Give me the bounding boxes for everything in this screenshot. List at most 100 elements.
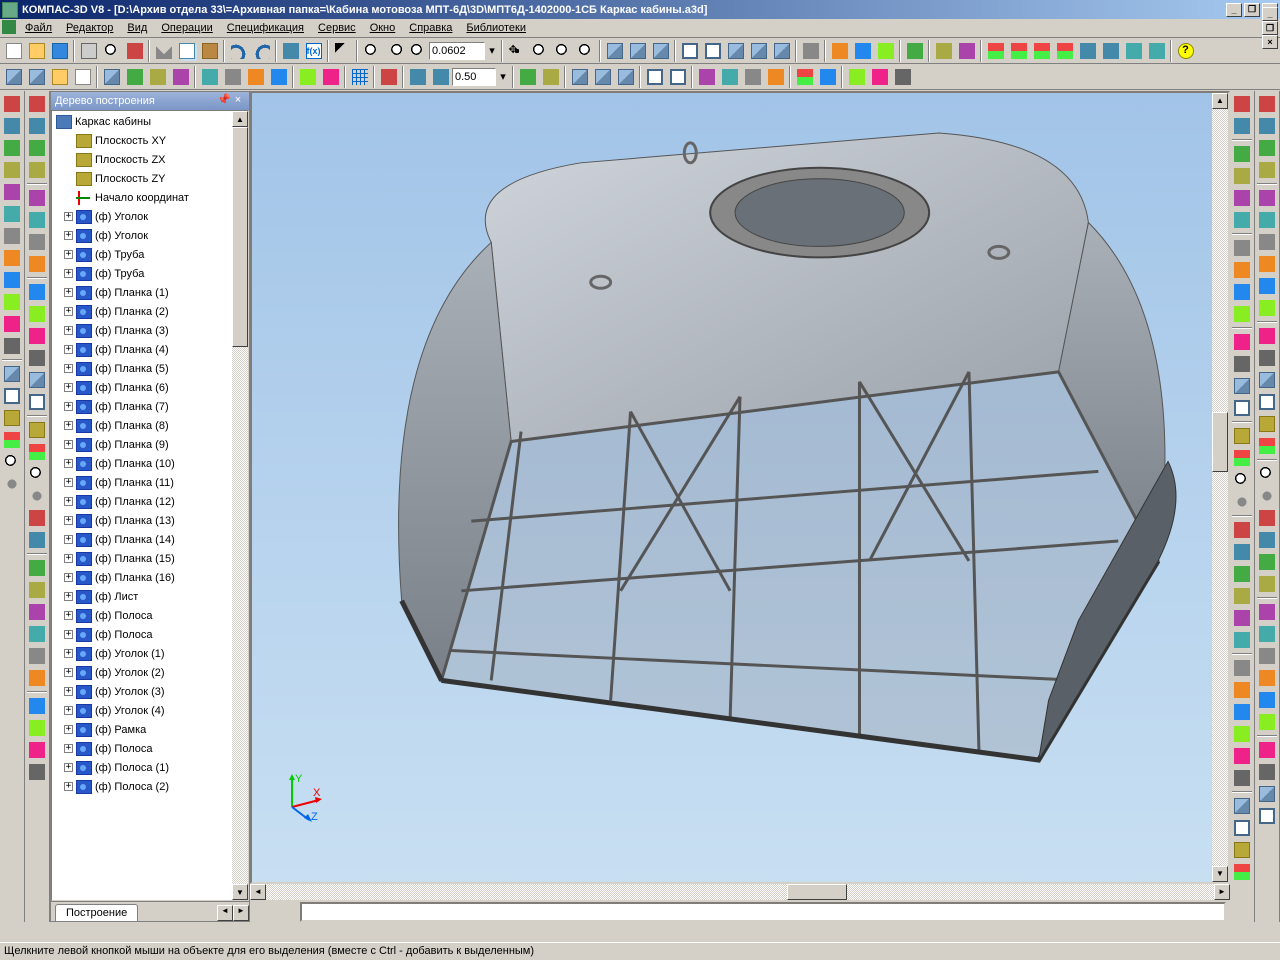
vtool-vtb3-12[interactable]: [1230, 375, 1253, 397]
dim-h-button[interactable]: [406, 66, 429, 88]
shade-wire-button[interactable]: [678, 40, 701, 62]
vtool-vtb4-17[interactable]: [1255, 485, 1278, 507]
op14-button[interactable]: [891, 66, 914, 88]
vtool-vtb2-0[interactable]: [25, 93, 48, 115]
vtool-vtb2-15[interactable]: [25, 441, 48, 463]
tree-node-part[interactable]: +(ф) Лист: [54, 587, 248, 606]
vtool-vtb3-15[interactable]: [1230, 447, 1253, 469]
save-button[interactable]: [48, 40, 71, 62]
vtool-vtb3-29[interactable]: [1230, 767, 1253, 789]
pattern-button[interactable]: [296, 66, 319, 88]
preview-button[interactable]: [100, 40, 123, 62]
vtool-vtb3-17[interactable]: [1230, 491, 1253, 513]
snap5-button[interactable]: [1076, 40, 1099, 62]
constraint1-button[interactable]: [516, 66, 539, 88]
vtool-vtb1-11[interactable]: [0, 335, 23, 357]
tree-scrollbar[interactable]: ▲ ▼: [232, 111, 248, 900]
view-top-button[interactable]: [649, 40, 672, 62]
expand-icon[interactable]: +: [64, 459, 73, 468]
vtool-vtb1-6[interactable]: [0, 225, 23, 247]
op1-button[interactable]: [568, 66, 591, 88]
scale-dropdown[interactable]: ▾: [485, 40, 499, 62]
vtool-vtb3-2[interactable]: [1230, 143, 1253, 165]
expand-icon[interactable]: +: [64, 573, 73, 582]
expand-icon[interactable]: +: [64, 497, 73, 506]
dim-v-button[interactable]: [429, 66, 452, 88]
document-icon[interactable]: [2, 20, 16, 34]
vtool-vtb4-18[interactable]: [1255, 507, 1278, 529]
vtool-vtb3-18[interactable]: [1230, 519, 1253, 541]
expand-icon[interactable]: +: [64, 516, 73, 525]
vtool-vtb4-24[interactable]: [1255, 645, 1278, 667]
expand-icon[interactable]: +: [64, 535, 73, 544]
expand-icon[interactable]: +: [64, 706, 73, 715]
expand-icon[interactable]: +: [64, 649, 73, 658]
vtool-vtb2-18[interactable]: [25, 507, 48, 529]
spec-button[interactable]: [123, 40, 146, 62]
tool-a-button[interactable]: [932, 40, 955, 62]
tree-node-part[interactable]: +(ф) Планка (6): [54, 378, 248, 397]
tree-tab-build[interactable]: Построение: [55, 904, 138, 921]
step-dropdown[interactable]: ▾: [496, 66, 510, 88]
vtool-vtb4-13[interactable]: [1255, 391, 1278, 413]
tree-pin-button[interactable]: 📌: [217, 94, 231, 108]
vtool-vtb2-27[interactable]: [25, 717, 48, 739]
vtool-vtb2-2[interactable]: [25, 137, 48, 159]
vtool-vtb4-28[interactable]: [1255, 739, 1278, 761]
paste-button[interactable]: [198, 40, 221, 62]
vtool-vtb2-11[interactable]: [25, 347, 48, 369]
vtool-vtb3-11[interactable]: [1230, 353, 1253, 375]
snap7-button[interactable]: [1122, 40, 1145, 62]
menu-operations[interactable]: Операции: [154, 20, 219, 36]
vtool-vtb2-9[interactable]: [25, 303, 48, 325]
vtool-vtb1-8[interactable]: [0, 269, 23, 291]
hscroll-right-button[interactable]: ►: [1214, 884, 1230, 900]
vtool-vtb4-3[interactable]: [1255, 159, 1278, 181]
expand-icon[interactable]: +: [64, 725, 73, 734]
doc-close-button[interactable]: ×: [1262, 35, 1278, 49]
vtool-vtb4-21[interactable]: [1255, 573, 1278, 595]
tree-node-plane[interactable]: Плоскость XY: [54, 131, 248, 150]
rebuild-button[interactable]: [903, 40, 926, 62]
tree-node-part[interactable]: +(ф) Планка (9): [54, 435, 248, 454]
snap1-button[interactable]: [984, 40, 1007, 62]
menu-help[interactable]: Справка: [402, 20, 459, 36]
vtool-vtb1-9[interactable]: [0, 291, 23, 313]
op3-button[interactable]: [614, 66, 637, 88]
menu-libraries[interactable]: Библиотеки: [459, 20, 533, 36]
vtool-vtb3-24[interactable]: [1230, 657, 1253, 679]
vtool-vtb4-10[interactable]: [1255, 325, 1278, 347]
vtool-vtb1-12[interactable]: [0, 363, 23, 385]
vtool-vtb2-3[interactable]: [25, 159, 48, 181]
tree-node-part[interactable]: +(ф) Планка (1): [54, 283, 248, 302]
menu-spec[interactable]: Спецификация: [220, 20, 311, 36]
vtool-vtb1-14[interactable]: [0, 407, 23, 429]
vtool-vtb4-12[interactable]: [1255, 369, 1278, 391]
tree-node-part[interactable]: +(ф) Рамка: [54, 720, 248, 739]
expand-icon[interactable]: +: [64, 250, 73, 259]
part-button[interactable]: [2, 66, 25, 88]
expand-icon[interactable]: +: [64, 288, 73, 297]
expand-icon[interactable]: +: [64, 611, 73, 620]
vtool-vtb2-17[interactable]: [25, 485, 48, 507]
op8-button[interactable]: [741, 66, 764, 88]
refresh-button[interactable]: [874, 40, 897, 62]
vtool-vtb3-4[interactable]: [1230, 187, 1253, 209]
constraint2-button[interactable]: [539, 66, 562, 88]
vtool-vtb2-1[interactable]: [25, 115, 48, 137]
vtool-vtb3-5[interactable]: [1230, 209, 1253, 231]
viewport-hscroll[interactable]: ◄ ►: [250, 884, 1230, 900]
vtool-vtb2-26[interactable]: [25, 695, 48, 717]
vtool-vtb2-16[interactable]: [25, 463, 48, 485]
view-front-button[interactable]: [626, 40, 649, 62]
tree-node-part[interactable]: +(ф) Полоса: [54, 739, 248, 758]
scroll-up-button[interactable]: ▲: [232, 111, 248, 127]
tree-node-part[interactable]: +(ф) Уголок (3): [54, 682, 248, 701]
select-button[interactable]: [331, 40, 354, 62]
expand-icon[interactable]: +: [64, 212, 73, 221]
vtool-vtb2-29[interactable]: [25, 761, 48, 783]
vtool-vtb3-25[interactable]: [1230, 679, 1253, 701]
hole-button[interactable]: [244, 66, 267, 88]
minimize-button[interactable]: _: [1226, 3, 1242, 17]
tree-node-part[interactable]: +(ф) Труба: [54, 245, 248, 264]
